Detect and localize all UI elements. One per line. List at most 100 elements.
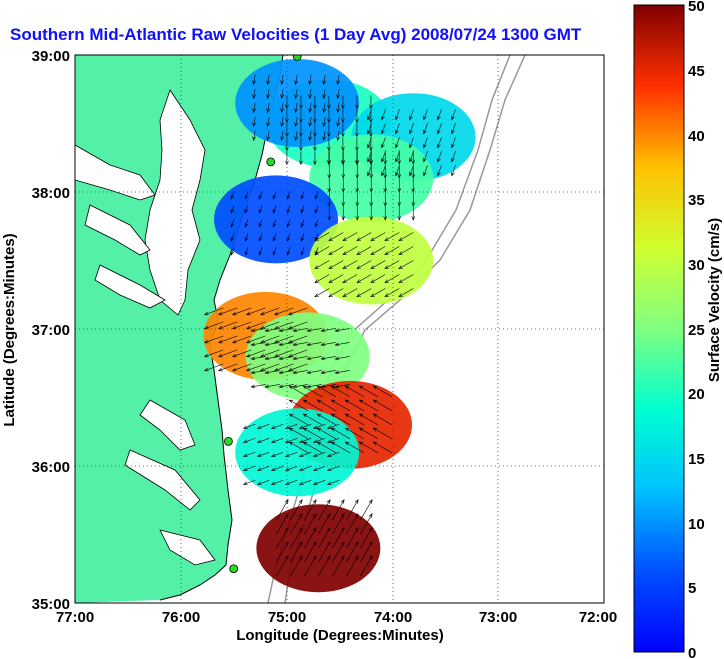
velocity-arrow (451, 123, 456, 135)
velocity-arrow (266, 116, 270, 128)
velocity-arrow (334, 370, 350, 375)
velocity-arrow (384, 274, 400, 284)
velocity-arrow (411, 164, 416, 179)
velocity-arrow (306, 342, 322, 347)
velocity-arrow (322, 102, 326, 114)
velocity-arrow (245, 321, 266, 330)
velocity-arrow (313, 109, 317, 124)
colorbar-tick-label: 30 (688, 257, 705, 274)
y-tick-label: 35:00 (32, 596, 70, 613)
velocity-arrow (316, 413, 337, 426)
chart-title: Southern Mid-Atlantic Raw Velocities (1 … (10, 25, 582, 44)
velocity-arrow (280, 74, 284, 86)
velocity-arrow (367, 109, 372, 121)
velocity-arrow (330, 441, 351, 454)
velocity-arrow (328, 260, 344, 270)
velocity-arrow (288, 413, 309, 426)
velocity-arrow (336, 74, 340, 86)
velocity-arrow (285, 151, 289, 166)
velocity-arrow (217, 349, 238, 358)
velocity-arrow (313, 95, 317, 110)
velocity-arrow (304, 499, 317, 521)
velocity-arrow (322, 130, 326, 142)
velocity-arrow (344, 399, 365, 412)
velocity-arrow (437, 109, 442, 121)
velocity-arrow (280, 130, 284, 142)
velocity-arrow (270, 480, 284, 486)
velocity-arrow (356, 260, 372, 270)
velocity-arrow (244, 191, 249, 200)
velocity-arrow (314, 260, 330, 270)
velocity-arrow (355, 206, 360, 221)
velocity-arrow (334, 342, 350, 347)
velocity-arrow (360, 541, 373, 563)
x-tick-label: 75:00 (268, 609, 306, 626)
velocity-arrow (304, 527, 317, 549)
velocity-arrow (332, 527, 345, 549)
velocity-arrow (367, 165, 372, 177)
colorbar-tick-label: 20 (688, 386, 705, 403)
velocity-arrow (360, 499, 373, 521)
colorbar-label: Surface Velocity (cm/s) (706, 218, 723, 382)
velocity-arrow (358, 399, 379, 412)
velocity-arrow (312, 466, 326, 472)
velocity-arrow (367, 151, 372, 163)
velocity-arrow (278, 342, 294, 347)
velocity-arrow (304, 555, 317, 577)
velocity-arrow (259, 307, 280, 316)
colorbar (633, 4, 685, 653)
velocity-arrow (346, 513, 359, 535)
velocity-arrow (230, 247, 235, 256)
velocity-arrow (341, 206, 346, 221)
velocity-arrow (342, 260, 358, 270)
velocity-arrow (332, 513, 345, 535)
velocity-arrow (280, 102, 284, 114)
velocity-arrow (304, 513, 317, 535)
velocity-arrow (332, 499, 345, 521)
velocity-arrow (264, 356, 280, 361)
y-tick-label: 36:00 (32, 459, 70, 476)
velocity-arrow (250, 342, 266, 347)
velocity-arrow (290, 527, 303, 549)
velocity-arrow (383, 150, 388, 165)
velocity-arrow (356, 274, 372, 284)
velocity-arrow (423, 165, 428, 177)
velocity-vectors (203, 74, 456, 577)
velocity-arrow (252, 116, 256, 128)
bay-waters (75, 89, 216, 566)
velocity-arrow (312, 452, 326, 458)
velocity-arrow (437, 165, 442, 177)
velocity-arrow (292, 342, 308, 347)
velocity-arrow (231, 335, 252, 344)
velocity-arrow (381, 151, 386, 163)
velocity-arrow (398, 274, 414, 284)
colorbar-tick-label: 50 (688, 0, 705, 15)
velocity-arrow (397, 150, 402, 165)
velocity-arrow (372, 427, 393, 440)
velocity-arrow (327, 178, 332, 193)
velocity-arrow (334, 356, 350, 361)
velocity-arrow (369, 164, 374, 179)
velocity-arrow (244, 219, 249, 228)
velocity-arrow (328, 246, 344, 256)
velocity-arrow (299, 151, 303, 166)
velocity-arrow (312, 480, 326, 486)
velocity-arrow (276, 555, 289, 577)
velocity-arrow (355, 192, 360, 207)
velocity-arrow (326, 424, 340, 430)
velocity-arrow (256, 424, 270, 430)
velocity-arrow (344, 441, 365, 454)
x-tick-labels: 77:00 76:00 75:00 74:00 73:00 72:00 (56, 609, 617, 626)
velocity-arrow (355, 137, 359, 152)
velocity-arrow (308, 116, 312, 128)
velocity-arrow (342, 232, 358, 242)
velocity-arrow (318, 513, 331, 535)
velocity-arrow (308, 130, 312, 142)
velocity-arrow (355, 95, 359, 110)
velocity-arrow (258, 191, 263, 200)
velocity-arrow (326, 452, 340, 458)
velocity-arrow (294, 88, 298, 100)
velocity-arrow (300, 247, 305, 256)
velocity-arrow (326, 466, 340, 472)
